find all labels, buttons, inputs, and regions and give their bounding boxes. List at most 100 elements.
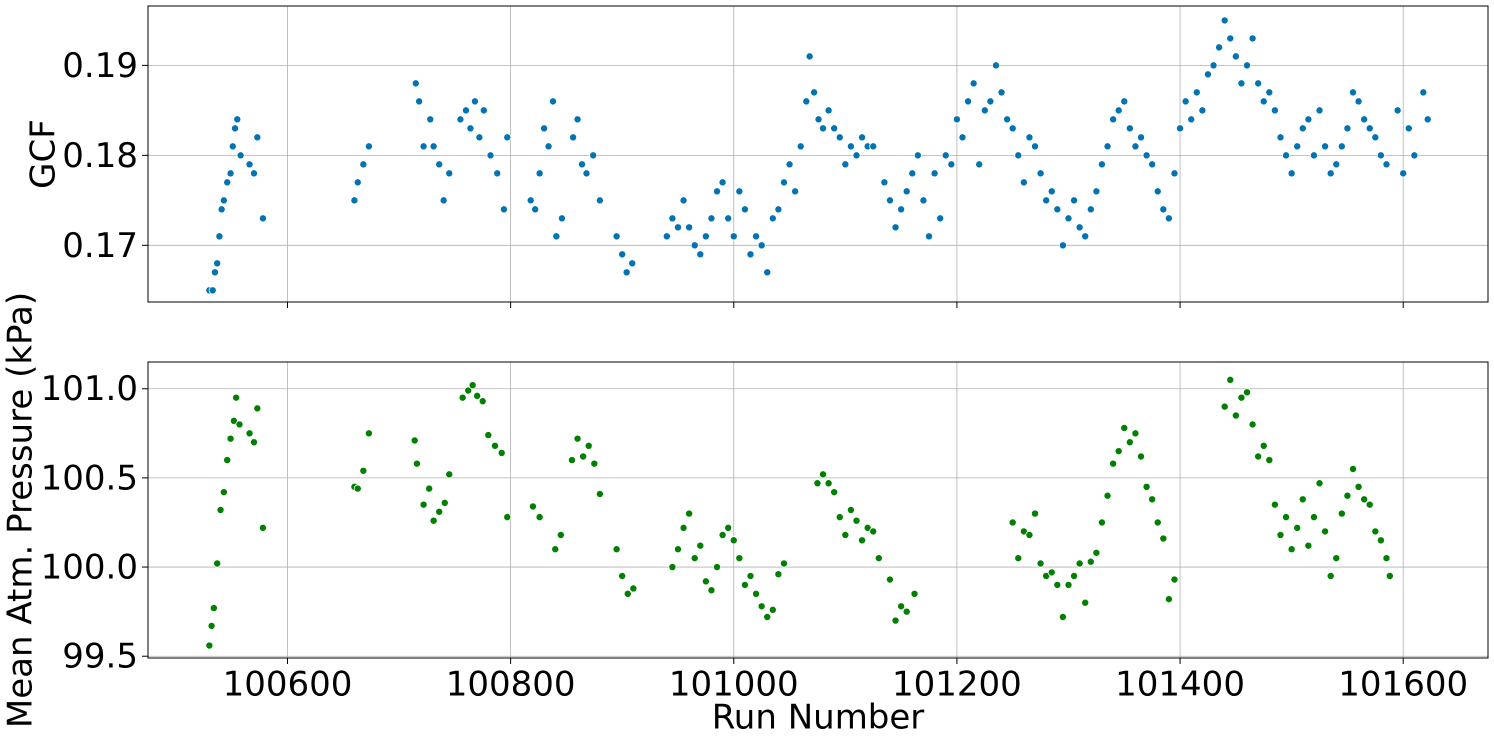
- point: [768, 214, 777, 223]
- point: [573, 115, 582, 124]
- point: [679, 196, 688, 205]
- point: [1120, 423, 1129, 432]
- point: [891, 616, 900, 625]
- point: [980, 106, 989, 115]
- point: [229, 416, 238, 425]
- point: [1064, 580, 1073, 589]
- point: [1265, 88, 1274, 97]
- point: [1103, 142, 1112, 151]
- point: [1393, 106, 1402, 115]
- point: [1042, 571, 1051, 580]
- point: [249, 169, 258, 178]
- point: [253, 404, 262, 413]
- point: [207, 621, 216, 630]
- point: [569, 133, 578, 142]
- point: [458, 393, 467, 402]
- point: [1419, 88, 1428, 97]
- point: [1187, 115, 1196, 124]
- point: [226, 434, 235, 443]
- point: [713, 563, 722, 572]
- point: [1315, 479, 1324, 488]
- point: [503, 133, 512, 142]
- y-tick-label: 99.5: [62, 637, 138, 677]
- point: [1385, 571, 1394, 580]
- point: [1097, 518, 1106, 527]
- point: [245, 429, 254, 438]
- point: [835, 513, 844, 522]
- point: [475, 133, 484, 142]
- point: [622, 268, 631, 277]
- point: [1243, 61, 1252, 70]
- point: [1343, 491, 1352, 500]
- point: [1081, 232, 1090, 241]
- point: [696, 250, 705, 259]
- point: [1315, 106, 1324, 115]
- point: [232, 393, 241, 402]
- point: [1404, 124, 1413, 133]
- point: [359, 160, 368, 169]
- point: [213, 259, 222, 268]
- point: [1226, 34, 1235, 43]
- point: [359, 466, 368, 475]
- y-tick-label: 100.0: [41, 548, 138, 588]
- x-tick-label: 100800: [446, 665, 576, 705]
- point: [1293, 523, 1302, 532]
- point: [1209, 61, 1218, 70]
- point: [1332, 160, 1341, 169]
- point: [819, 470, 828, 479]
- point: [210, 268, 219, 277]
- point: [885, 196, 894, 205]
- point: [353, 484, 362, 493]
- point: [819, 124, 828, 133]
- point: [445, 169, 454, 178]
- y-tick-label: 0.17: [62, 226, 138, 266]
- point: [1086, 557, 1095, 566]
- point: [791, 187, 800, 196]
- point: [549, 97, 558, 106]
- point: [869, 142, 878, 151]
- point: [1321, 142, 1330, 151]
- point: [1248, 420, 1257, 429]
- point: [1142, 482, 1151, 491]
- point: [612, 232, 621, 241]
- point: [718, 530, 727, 539]
- point: [1365, 500, 1374, 509]
- point: [997, 88, 1006, 97]
- point: [810, 88, 819, 97]
- point: [578, 160, 587, 169]
- point: [1070, 196, 1079, 205]
- point: [208, 286, 217, 295]
- point: [863, 523, 872, 532]
- point: [1203, 70, 1212, 79]
- point: [1220, 402, 1229, 411]
- point: [1164, 595, 1173, 604]
- point: [1365, 124, 1374, 133]
- point: [805, 52, 814, 61]
- point: [1086, 205, 1095, 214]
- point: [835, 133, 844, 142]
- point: [1103, 491, 1112, 500]
- point: [1304, 541, 1313, 550]
- point: [1092, 187, 1101, 196]
- point: [219, 488, 228, 497]
- point: [986, 97, 995, 106]
- point: [595, 489, 604, 498]
- point: [1382, 554, 1391, 563]
- y-tick-label: 100.5: [41, 458, 138, 498]
- point: [958, 133, 967, 142]
- point: [544, 142, 553, 151]
- point: [1008, 124, 1017, 133]
- point: [1164, 214, 1173, 223]
- point: [464, 386, 473, 395]
- point: [668, 214, 677, 223]
- point: [668, 563, 677, 572]
- point: [1399, 169, 1408, 178]
- point: [774, 570, 783, 579]
- point: [249, 438, 258, 447]
- point: [1265, 456, 1274, 465]
- point: [364, 142, 373, 151]
- point: [1036, 559, 1045, 568]
- point: [526, 196, 535, 205]
- point: [1354, 482, 1363, 491]
- point: [1287, 545, 1296, 554]
